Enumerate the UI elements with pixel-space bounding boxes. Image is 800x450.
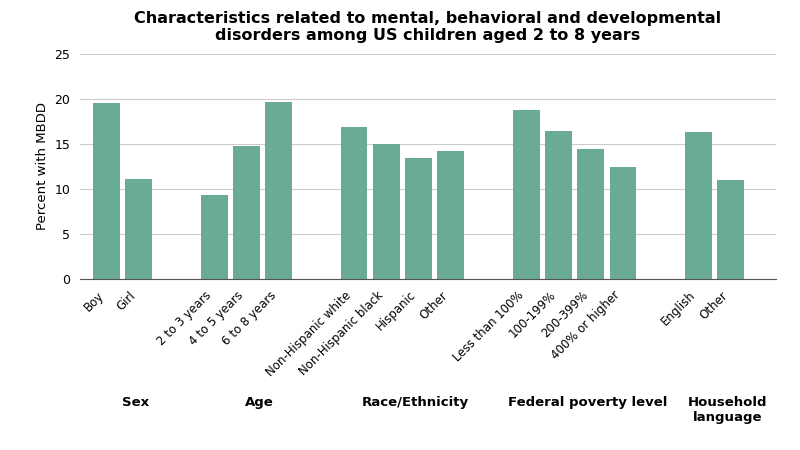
Bar bbox=[513, 110, 539, 279]
Bar bbox=[610, 167, 636, 279]
Bar bbox=[233, 146, 260, 279]
Text: Household
language: Household language bbox=[688, 396, 767, 424]
Bar bbox=[266, 102, 292, 279]
Text: Race/Ethnicity: Race/Ethnicity bbox=[362, 396, 470, 409]
Title: Characteristics related to mental, behavioral and developmental
disorders among : Characteristics related to mental, behav… bbox=[134, 11, 722, 43]
Text: Age: Age bbox=[246, 396, 274, 409]
Text: Federal poverty level: Federal poverty level bbox=[508, 396, 667, 409]
Text: Sex: Sex bbox=[122, 396, 150, 409]
Bar bbox=[94, 103, 120, 279]
Bar bbox=[373, 144, 400, 279]
Bar bbox=[341, 127, 367, 279]
Y-axis label: Percent with MBDD: Percent with MBDD bbox=[36, 103, 49, 230]
Bar bbox=[578, 149, 604, 279]
Bar bbox=[201, 195, 227, 279]
Bar bbox=[718, 180, 744, 279]
Bar bbox=[438, 151, 464, 279]
Bar bbox=[406, 158, 432, 279]
Bar bbox=[686, 132, 712, 279]
Bar bbox=[546, 131, 572, 279]
Bar bbox=[126, 179, 152, 279]
